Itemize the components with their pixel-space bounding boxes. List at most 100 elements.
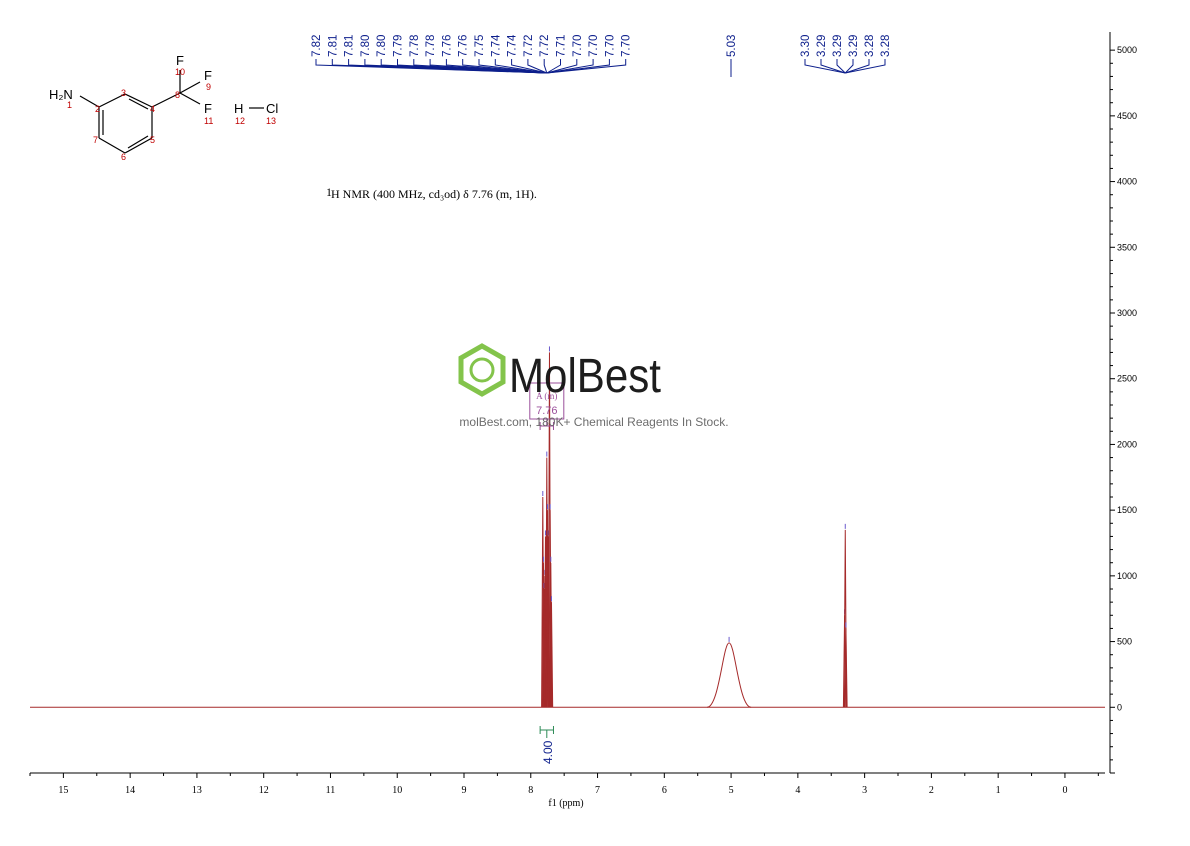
atom-number: 7 xyxy=(93,135,98,145)
peak-label-leader xyxy=(546,59,627,74)
x-axis-label: f1 (ppm) xyxy=(548,798,583,809)
atom-number: 5 xyxy=(150,135,155,145)
peak-label-leader xyxy=(845,59,886,74)
x-tick-label: 12 xyxy=(259,785,269,796)
peak-label: 7.72 xyxy=(523,35,535,57)
y-axis: 0 500 1000 1500 2000 2500 3000 3500 4000 4500 5000 xyxy=(1109,32,1137,774)
atom-number: 13 xyxy=(266,116,276,126)
atom-number: 3 xyxy=(121,88,126,98)
spectrum-peak xyxy=(549,562,553,708)
y-tick-label: 1000 xyxy=(1117,571,1137,581)
y-tick-label: 3500 xyxy=(1117,242,1137,252)
amine-label: H₂N xyxy=(49,87,73,102)
peak-label-leader xyxy=(546,59,561,74)
peak-label-leader xyxy=(836,59,846,74)
peak-label: 5.03 xyxy=(726,35,738,57)
x-tick-label: 0 xyxy=(1062,785,1067,796)
spectrum-peak xyxy=(549,602,554,708)
x-tick-label: 13 xyxy=(192,785,202,796)
y-tick-label: 1500 xyxy=(1117,505,1137,515)
peak-label: 7.81 xyxy=(344,35,356,57)
multiplet-value: 7.76 xyxy=(536,405,557,417)
spectrum-series xyxy=(30,346,1105,708)
peak-label: 7.79 xyxy=(393,35,405,57)
x-tick-label: 6 xyxy=(662,785,667,796)
peak-label: 3.29 xyxy=(832,35,844,57)
y-tick-label: 500 xyxy=(1117,637,1132,647)
peak-label: 7.72 xyxy=(539,35,551,57)
hcl-hydrogen-label: H xyxy=(234,101,243,116)
peak-label: 7.70 xyxy=(604,35,616,57)
peak-label-leader xyxy=(546,59,610,74)
multiplet-label: A (m) xyxy=(536,391,557,401)
peak-label: 3.30 xyxy=(800,35,812,57)
watermark-brand: MolBest xyxy=(509,350,661,403)
integral-value: 4.00 xyxy=(541,740,555,764)
watermark-tagline: molBest.com, 180K+ Chemical Reagents In … xyxy=(459,415,728,429)
watermark: MolBest molBest.com, 180K+ Chemical Reag… xyxy=(458,343,729,429)
peak-label: 7.70 xyxy=(621,35,633,57)
atom-number: 11 xyxy=(204,116,213,126)
y-tick-label: 4000 xyxy=(1117,177,1137,187)
x-tick-label: 4 xyxy=(795,785,800,796)
nmr-annotation-superscript: 1 xyxy=(326,185,332,199)
peak-label: 7.76 xyxy=(458,35,470,57)
peak-label: 7.78 xyxy=(409,35,421,57)
peak-label: 7.70 xyxy=(572,35,584,57)
molecule-structure: H₂N 1 F F F H Cl 2 3 4 5 6 7 8 9 10 11 12 13 xyxy=(49,53,278,162)
watermark-hexagon-icon xyxy=(458,343,506,397)
atom-number: 8 xyxy=(175,90,180,100)
peak-label-leader xyxy=(478,59,547,74)
peak-label: 7.76 xyxy=(441,35,453,57)
y-tick-label: 3000 xyxy=(1117,308,1137,318)
integral-annotation: 4.00 xyxy=(539,726,555,764)
peak-label-leader xyxy=(844,59,854,74)
peak-label: 7.75 xyxy=(474,35,486,57)
x-tick-label: 9 xyxy=(462,785,467,796)
peak-label-leader xyxy=(445,59,547,74)
y-tick-label: 2000 xyxy=(1117,439,1137,449)
nmr-annotation: H NMR (400 MHz, cd₃od) δ 7.76 (m, 1H). xyxy=(331,187,537,201)
peak-label: 7.70 xyxy=(588,35,600,57)
atom-number: 6 xyxy=(121,152,126,162)
peak-label: 3.28 xyxy=(880,35,892,57)
fluorine-top-label: F xyxy=(176,53,184,68)
peak-label-leader xyxy=(494,59,547,74)
x-tick-label: 8 xyxy=(528,785,533,796)
x-tick-label: 7 xyxy=(595,785,600,796)
atom-number: 10 xyxy=(175,67,185,77)
peak-label-leader xyxy=(845,59,870,74)
peak-label: 3.29 xyxy=(816,35,828,57)
fluorine-bottom-label: F xyxy=(204,101,212,116)
peak-label: 3.29 xyxy=(848,35,860,57)
x-tick-label: 14 xyxy=(125,785,135,796)
atom-number: 12 xyxy=(235,116,245,126)
peak-label: 7.74 xyxy=(507,34,519,57)
peak-label: 7.74 xyxy=(490,34,502,57)
peak-label-leader xyxy=(820,59,846,74)
peak-label-leader xyxy=(543,59,548,74)
atom-number-1: 1 xyxy=(67,100,72,110)
spectrum-peak xyxy=(844,628,848,708)
peak-label: 7.71 xyxy=(556,35,568,57)
x-tick-label: 15 xyxy=(58,785,68,796)
peak-label-leader xyxy=(546,59,578,74)
peak-label: 7.80 xyxy=(360,35,372,57)
peak-label: 7.82 xyxy=(311,35,323,57)
y-tick-label: 5000 xyxy=(1117,45,1137,55)
x-tick-label: 2 xyxy=(929,785,934,796)
peak-labels: 7.82 7.81 7.81 7.80 7.80 7.79 7.78 7.78 7.76 7.76… xyxy=(311,34,892,77)
x-tick-label: 11 xyxy=(326,785,336,796)
peak-label-leader xyxy=(804,59,846,74)
x-tick-label: 10 xyxy=(392,785,402,796)
peak-label: 7.80 xyxy=(376,35,388,57)
peak-label: 7.78 xyxy=(425,35,437,57)
hcl-chlorine-label: Cl xyxy=(266,101,278,116)
atom-number: 2 xyxy=(95,104,100,114)
fluorine-right-label: F xyxy=(204,68,212,83)
atom-number: 9 xyxy=(206,82,211,92)
peak-label-leader xyxy=(462,59,547,74)
atom-number: 4 xyxy=(150,104,155,114)
